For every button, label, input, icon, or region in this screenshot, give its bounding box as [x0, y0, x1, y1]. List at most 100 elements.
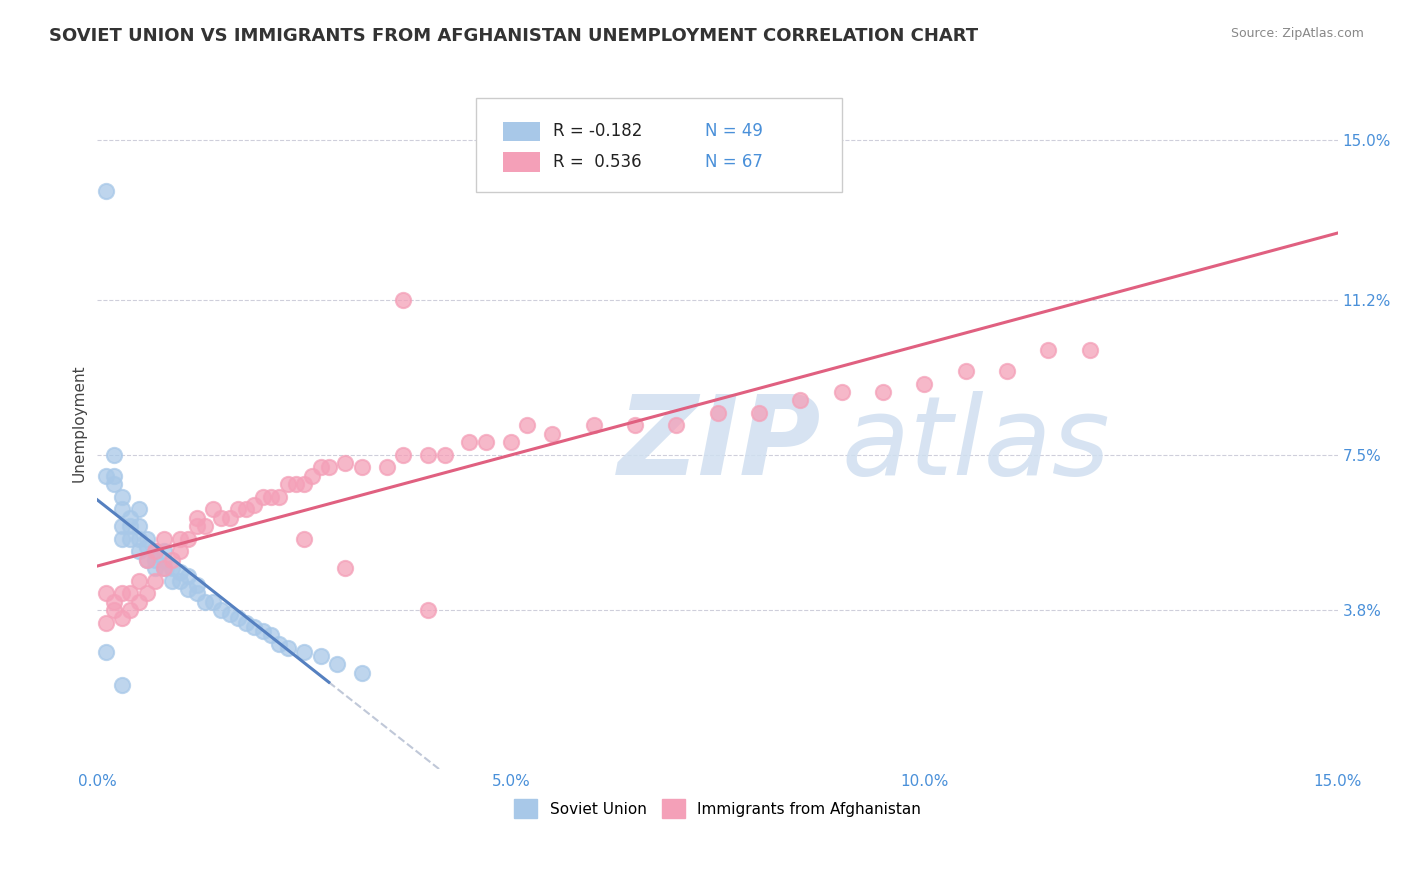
Point — [475, 435, 498, 450]
Point — [143, 574, 166, 588]
Point — [392, 448, 415, 462]
Point — [335, 456, 357, 470]
Point — [186, 519, 208, 533]
Point — [120, 510, 142, 524]
Point — [111, 611, 134, 625]
Point — [194, 519, 217, 533]
Point — [94, 468, 117, 483]
Point — [103, 477, 125, 491]
Point — [418, 448, 440, 462]
Point — [143, 561, 166, 575]
Point — [831, 384, 853, 399]
Point — [269, 636, 291, 650]
Text: R = -0.182: R = -0.182 — [553, 122, 643, 140]
Point — [252, 490, 274, 504]
Point — [103, 468, 125, 483]
Point — [955, 364, 977, 378]
Point — [177, 582, 200, 596]
Point — [111, 586, 134, 600]
Point — [177, 532, 200, 546]
FancyBboxPatch shape — [503, 121, 540, 141]
Point — [789, 393, 811, 408]
Point — [218, 510, 240, 524]
Point — [243, 498, 266, 512]
Point — [152, 532, 174, 546]
Point — [582, 418, 605, 433]
Point — [186, 586, 208, 600]
Point — [111, 502, 134, 516]
Point — [94, 645, 117, 659]
Point — [152, 561, 174, 575]
Point — [136, 552, 159, 566]
Point — [350, 665, 373, 680]
Point — [260, 490, 283, 504]
Point — [284, 477, 307, 491]
Text: N = 49: N = 49 — [706, 122, 763, 140]
Point — [103, 594, 125, 608]
Point — [706, 125, 728, 139]
Point — [541, 426, 564, 441]
Point — [748, 406, 770, 420]
Text: Source: ZipAtlas.com: Source: ZipAtlas.com — [1230, 27, 1364, 40]
Point — [202, 594, 225, 608]
Point — [260, 628, 283, 642]
Point — [706, 406, 728, 420]
Point — [375, 460, 398, 475]
Point — [128, 574, 150, 588]
Point — [326, 657, 349, 672]
Point — [94, 184, 117, 198]
Point — [872, 384, 894, 399]
Point — [152, 552, 174, 566]
Point — [169, 574, 191, 588]
Text: ZIP: ZIP — [619, 391, 823, 498]
Point — [128, 594, 150, 608]
Point — [277, 640, 299, 655]
Point — [309, 460, 332, 475]
Point — [243, 620, 266, 634]
Point — [1078, 343, 1101, 357]
Point — [160, 574, 183, 588]
Point — [103, 603, 125, 617]
Point — [120, 532, 142, 546]
Point — [136, 540, 159, 554]
Point — [120, 586, 142, 600]
Point — [169, 544, 191, 558]
Point — [418, 603, 440, 617]
Text: atlas: atlas — [842, 391, 1111, 498]
Point — [120, 603, 142, 617]
Point — [433, 448, 456, 462]
Point — [516, 418, 538, 433]
Point — [128, 532, 150, 546]
Point — [335, 561, 357, 575]
Point — [665, 418, 688, 433]
Point — [252, 624, 274, 638]
Point — [995, 364, 1018, 378]
Point — [128, 519, 150, 533]
Point — [111, 532, 134, 546]
FancyBboxPatch shape — [503, 153, 540, 171]
Point — [269, 490, 291, 504]
Point — [194, 594, 217, 608]
Point — [128, 544, 150, 558]
Point — [277, 477, 299, 491]
Point — [318, 460, 340, 475]
Point — [136, 552, 159, 566]
Point — [301, 468, 323, 483]
Point — [111, 678, 134, 692]
Point — [458, 435, 481, 450]
Point — [1038, 343, 1060, 357]
Point — [94, 586, 117, 600]
Point — [103, 448, 125, 462]
Point — [160, 561, 183, 575]
Point — [235, 615, 257, 630]
Point — [292, 645, 315, 659]
Point — [143, 544, 166, 558]
Point — [120, 519, 142, 533]
Point — [202, 502, 225, 516]
Text: N = 67: N = 67 — [706, 153, 763, 171]
Point — [235, 502, 257, 516]
Point — [128, 502, 150, 516]
Point — [136, 586, 159, 600]
Point — [209, 603, 232, 617]
Legend: Soviet Union, Immigrants from Afghanistan: Soviet Union, Immigrants from Afghanista… — [509, 793, 927, 824]
